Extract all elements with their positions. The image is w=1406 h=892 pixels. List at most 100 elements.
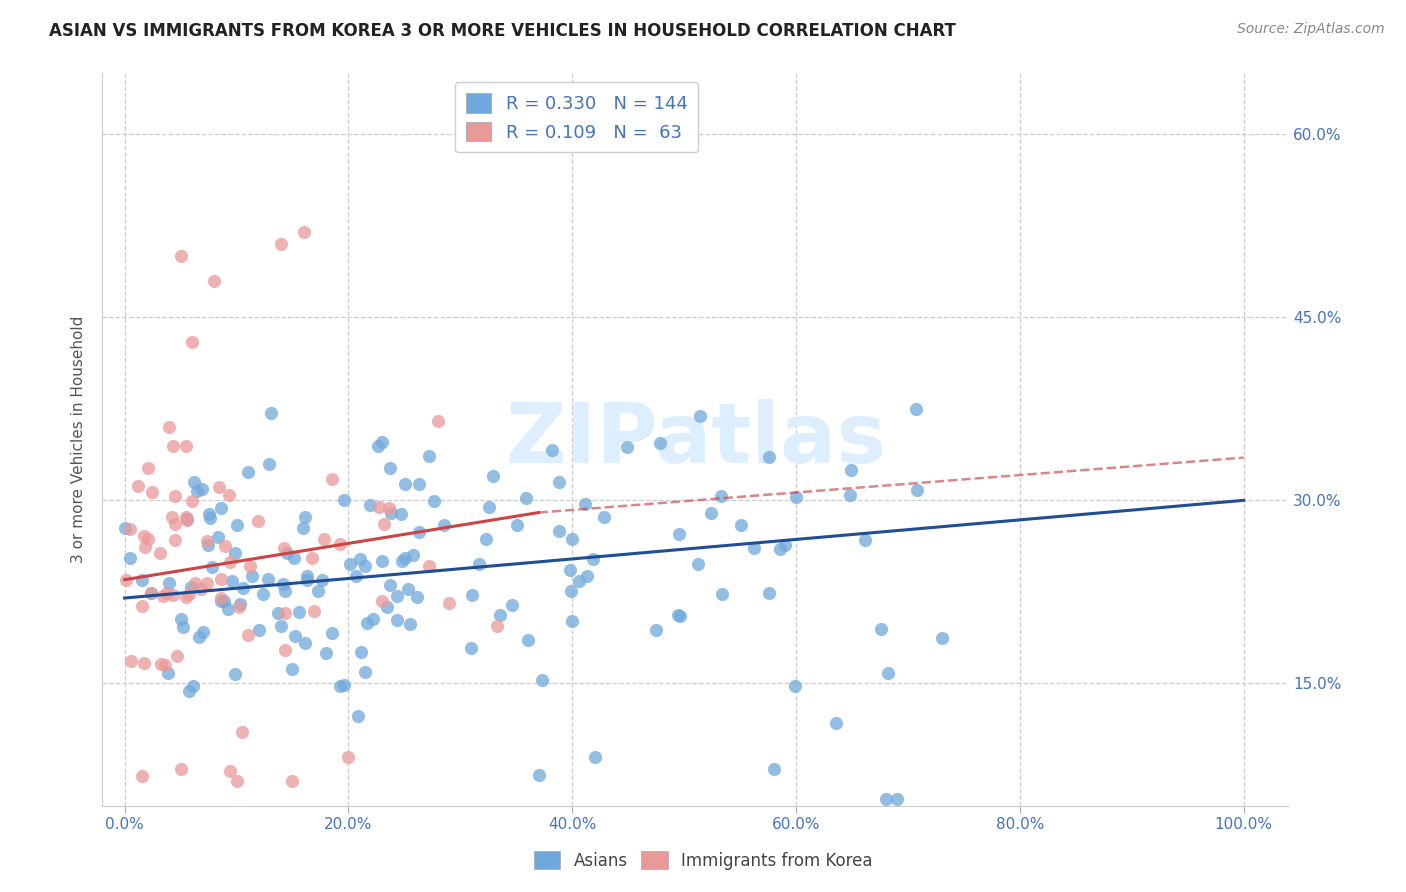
- Point: [270, 619, 292, 633]
- Point: [232, 582, 254, 596]
- Point: [209, 591, 232, 606]
- Point: [329, 537, 352, 551]
- Point: [187, 630, 209, 644]
- Point: [202, 274, 225, 288]
- Point: [208, 480, 231, 494]
- Point: [762, 762, 785, 776]
- Point: [886, 792, 908, 806]
- Point: [276, 546, 298, 560]
- Point: [259, 457, 281, 471]
- Point: [582, 551, 605, 566]
- Point: [349, 552, 371, 566]
- Point: [406, 591, 429, 605]
- Point: [180, 580, 202, 594]
- Point: [387, 589, 409, 603]
- Point: [686, 557, 709, 571]
- Point: [558, 563, 581, 577]
- Point: [195, 533, 218, 548]
- Point: [136, 532, 159, 546]
- Point: [247, 624, 270, 638]
- Text: Source: ZipAtlas.com: Source: ZipAtlas.com: [1237, 22, 1385, 37]
- Point: [270, 236, 292, 251]
- Point: [217, 602, 239, 616]
- Point: [134, 656, 156, 670]
- Point: [214, 539, 236, 553]
- Point: [389, 508, 412, 522]
- Point: [198, 510, 221, 524]
- Text: ASIAN VS IMMIGRANTS FROM KOREA 3 OR MORE VEHICLES IN HOUSEHOLD CORRELATION CHART: ASIAN VS IMMIGRANTS FROM KOREA 3 OR MORE…: [49, 22, 956, 40]
- Point: [166, 649, 188, 664]
- Point: [138, 461, 160, 475]
- Point: [156, 666, 179, 681]
- Point: [785, 490, 807, 504]
- Point: [301, 550, 323, 565]
- Point: [180, 493, 202, 508]
- Point: [333, 492, 356, 507]
- Point: [367, 439, 389, 453]
- Point: [191, 624, 214, 639]
- Point: [783, 680, 806, 694]
- Point: [515, 491, 537, 505]
- Point: [329, 679, 352, 693]
- Point: [118, 551, 141, 566]
- Point: [180, 334, 202, 349]
- Point: [149, 545, 172, 559]
- Point: [139, 585, 162, 599]
- Point: [201, 560, 224, 574]
- Point: [266, 606, 288, 620]
- Legend: Asians, Immigrants from Korea: Asians, Immigrants from Korea: [527, 845, 879, 877]
- Point: [224, 545, 246, 559]
- Point: [408, 524, 430, 539]
- Point: [273, 577, 295, 591]
- Point: [408, 477, 430, 491]
- Point: [259, 406, 281, 420]
- Point: [174, 591, 197, 605]
- Point: [197, 538, 219, 552]
- Point: [378, 460, 401, 475]
- Point: [574, 497, 596, 511]
- Point: [176, 513, 198, 527]
- Point: [162, 510, 184, 524]
- Point: [315, 646, 337, 660]
- Point: [170, 611, 193, 625]
- Point: [560, 583, 582, 598]
- Point: [281, 774, 304, 789]
- Point: [666, 608, 689, 623]
- Point: [134, 529, 156, 543]
- Point: [165, 533, 187, 547]
- Point: [184, 576, 207, 591]
- Point: [169, 249, 191, 263]
- Point: [758, 450, 780, 465]
- Point: [700, 506, 723, 520]
- Point: [236, 465, 259, 479]
- Point: [877, 665, 900, 680]
- Point: [218, 488, 240, 502]
- Point: [131, 573, 153, 587]
- Point: [371, 593, 394, 607]
- Point: [616, 441, 638, 455]
- Point: [468, 557, 491, 571]
- Point: [501, 598, 523, 612]
- Point: [380, 507, 402, 521]
- Point: [172, 620, 194, 634]
- Point: [391, 554, 413, 568]
- Legend: R = 0.330   N = 144, R = 0.109   N =  63: R = 0.330 N = 144, R = 0.109 N = 63: [456, 82, 699, 153]
- Point: [141, 485, 163, 500]
- Point: [190, 582, 212, 596]
- Y-axis label: 3 or more Vehicles in Household: 3 or more Vehicles in Household: [72, 316, 86, 563]
- Point: [460, 641, 482, 656]
- Point: [353, 665, 375, 680]
- Point: [396, 582, 419, 596]
- Point: [312, 533, 335, 547]
- Point: [321, 471, 343, 485]
- Point: [433, 517, 456, 532]
- Point: [198, 507, 221, 521]
- Point: [575, 569, 598, 583]
- Point: [165, 516, 187, 531]
- Point: [371, 554, 394, 568]
- Point: [333, 678, 356, 692]
- Point: [378, 578, 401, 592]
- Point: [321, 626, 343, 640]
- Point: [485, 619, 508, 633]
- Point: [311, 574, 333, 588]
